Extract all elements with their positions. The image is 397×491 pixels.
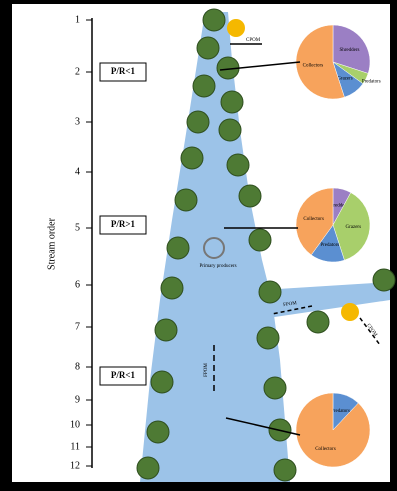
tree [239, 185, 261, 207]
tick-label: 12 [70, 460, 80, 471]
zone-label: P/R<1 [111, 66, 136, 76]
pie-label: Shredders [339, 48, 359, 53]
tree [257, 327, 279, 349]
pie-label: Predators [320, 243, 339, 248]
tick-label: 6 [75, 279, 80, 290]
tree [147, 421, 169, 443]
tick-label: 1 [75, 14, 80, 25]
pie-label: Collectors [303, 217, 324, 222]
pie-label: Collectors [315, 447, 336, 452]
tree [221, 91, 243, 113]
tree [373, 269, 395, 291]
zone-label: P/R>1 [111, 219, 136, 229]
tick-label: 11 [70, 441, 80, 452]
pie-label: Predators [362, 80, 381, 85]
tick-label: 4 [75, 166, 80, 177]
tick-label: 3 [75, 116, 80, 127]
pie-label: Collectors [303, 63, 324, 68]
annotation: CPOM [246, 38, 261, 43]
tree [264, 377, 286, 399]
tree [181, 147, 203, 169]
tree [187, 111, 209, 133]
tree [249, 229, 271, 251]
tick-label: 5 [75, 222, 80, 233]
tree [175, 189, 197, 211]
tree [155, 319, 177, 341]
pie-slice [296, 393, 370, 467]
leaf-input [341, 303, 359, 321]
diagram: Stream order 123456789101112 P/R<1P/R>1P… [0, 0, 397, 486]
pie-label: Predators [331, 409, 350, 414]
tree [161, 277, 183, 299]
tree [307, 311, 329, 333]
tree [203, 9, 225, 31]
tree [151, 371, 173, 393]
tick-label: 7 [75, 321, 80, 332]
tree [197, 37, 219, 59]
annotation: Primary producers [199, 264, 236, 269]
tree [274, 459, 296, 481]
tick-label: 10 [70, 419, 80, 430]
pie-label: Grazers [337, 77, 353, 82]
annotation: FPOM [204, 363, 209, 377]
axis-label: Stream order [46, 217, 57, 270]
tree [167, 237, 189, 259]
page: Stream order 123456789101112 P/R<1P/R>1P… [0, 0, 397, 491]
pie-label: Grazers [345, 225, 361, 230]
tree [193, 75, 215, 97]
tick-label: 2 [75, 66, 80, 77]
zone-label: P/R<1 [111, 370, 136, 380]
tick-label: 8 [75, 361, 80, 372]
tree [137, 457, 159, 479]
tick-label: 9 [75, 394, 80, 405]
tree [227, 154, 249, 176]
tree [219, 119, 241, 141]
leaf-input [227, 19, 245, 37]
tree [259, 281, 281, 303]
